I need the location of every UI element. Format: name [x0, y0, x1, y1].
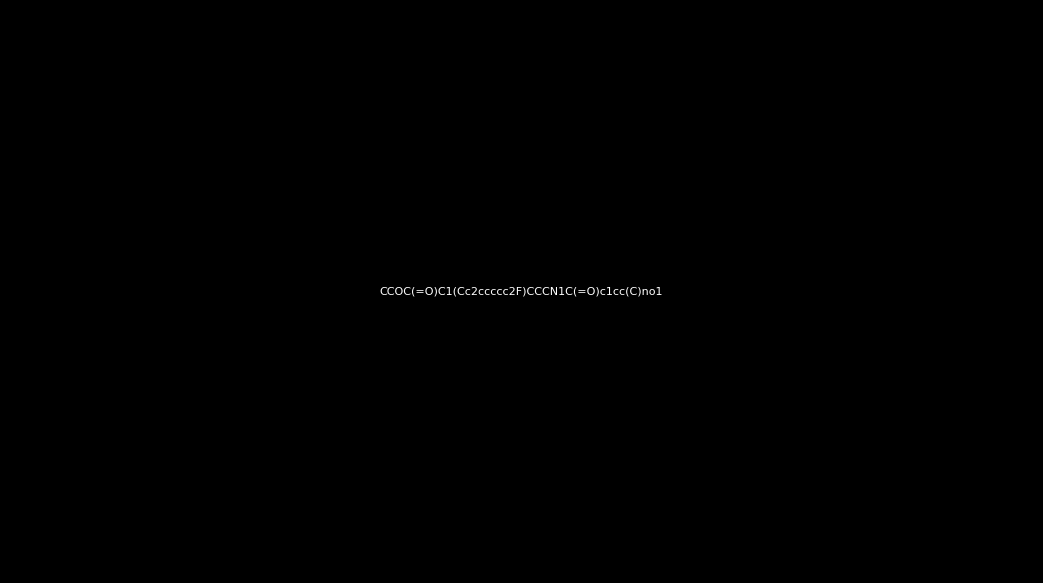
Text: CCOC(=O)C1(Cc2ccccc2F)CCCN1C(=O)c1cc(C)no1: CCOC(=O)C1(Cc2ccccc2F)CCCN1C(=O)c1cc(C)n… — [380, 286, 663, 297]
